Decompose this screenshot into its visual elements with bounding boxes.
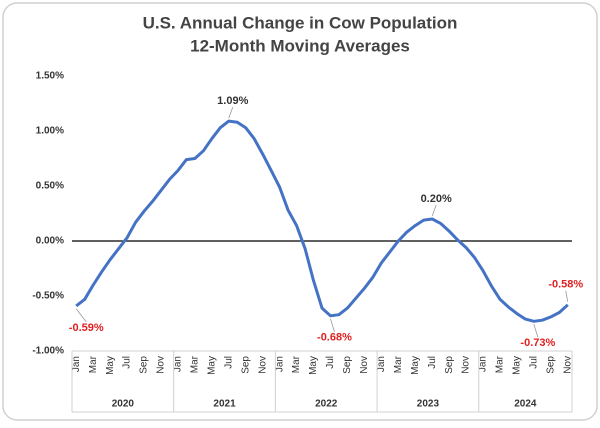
label-leader: [75, 308, 87, 323]
x-tick-label: Sep: [240, 356, 251, 374]
data-label: -0.58%: [548, 279, 583, 291]
year-label: 2020: [112, 399, 135, 410]
year-label: 2022: [315, 399, 338, 410]
x-tick-label: Mar: [291, 355, 302, 373]
x-tick-label: Mar: [495, 355, 506, 373]
x-tick-label: Jul: [529, 356, 540, 369]
x-tick-label: Nov: [257, 356, 268, 374]
x-tick-label: Jan: [478, 356, 489, 372]
data-line: [75, 119, 569, 323]
y-tick-label: 1.50%: [36, 71, 64, 82]
x-tick-label: Nov: [359, 356, 370, 374]
label-leader: [565, 290, 569, 302]
label-leader: [533, 324, 539, 338]
x-tick-label: Mar: [88, 355, 99, 373]
x-tick-label: Nov: [156, 356, 167, 374]
x-tick-label: Jan: [173, 356, 184, 372]
x-tick-label: Nov: [562, 356, 573, 374]
chart-title: U.S. Annual Change in Cow Population: [143, 13, 458, 32]
data-label: 0.20%: [421, 193, 452, 205]
x-tick-label: May: [308, 356, 319, 375]
y-tick-label: 1.00%: [36, 126, 64, 137]
y-tick-label: -1.00%: [32, 346, 64, 357]
x-tick-label: Sep: [444, 356, 455, 374]
x-tick-label: May: [206, 356, 217, 375]
x-tick-label: Jul: [427, 356, 438, 369]
x-tick-label: May: [410, 356, 421, 375]
x-tick-label: Jul: [325, 356, 336, 369]
x-tick-label: May: [105, 356, 116, 375]
x-tick-label: Sep: [545, 356, 556, 374]
x-tick-label: Jan: [71, 356, 82, 372]
year-label: 2021: [213, 399, 236, 410]
x-tick-label: Jul: [223, 356, 234, 369]
x-tick-label: Jul: [122, 356, 133, 369]
y-tick-label: 0.00%: [36, 236, 64, 247]
x-tick-label: Mar: [393, 355, 404, 373]
label-leader: [431, 204, 437, 217]
year-label: 2023: [417, 399, 440, 410]
data-label: -0.73%: [520, 337, 555, 349]
x-tick-label: Jan: [274, 356, 285, 372]
x-tick-label: May: [512, 356, 523, 375]
data-label: -0.59%: [69, 322, 104, 334]
x-tick-label: Jan: [376, 356, 387, 372]
label-leader: [330, 318, 335, 332]
x-tick-label: Nov: [461, 356, 472, 374]
year-label: 2024: [514, 399, 537, 410]
y-tick-label: -0.50%: [32, 291, 64, 302]
x-tick-label: Mar: [190, 355, 201, 373]
data-label: 1.09%: [217, 95, 248, 107]
y-tick-label: 0.50%: [36, 181, 64, 192]
data-label: -0.68%: [317, 332, 352, 344]
frame: [2, 2, 598, 421]
label-leader: [228, 106, 234, 119]
chart-subtitle: 12-Month Moving Averages: [190, 36, 410, 55]
x-tick-label: Sep: [139, 356, 150, 374]
x-tick-label: Sep: [342, 356, 353, 374]
